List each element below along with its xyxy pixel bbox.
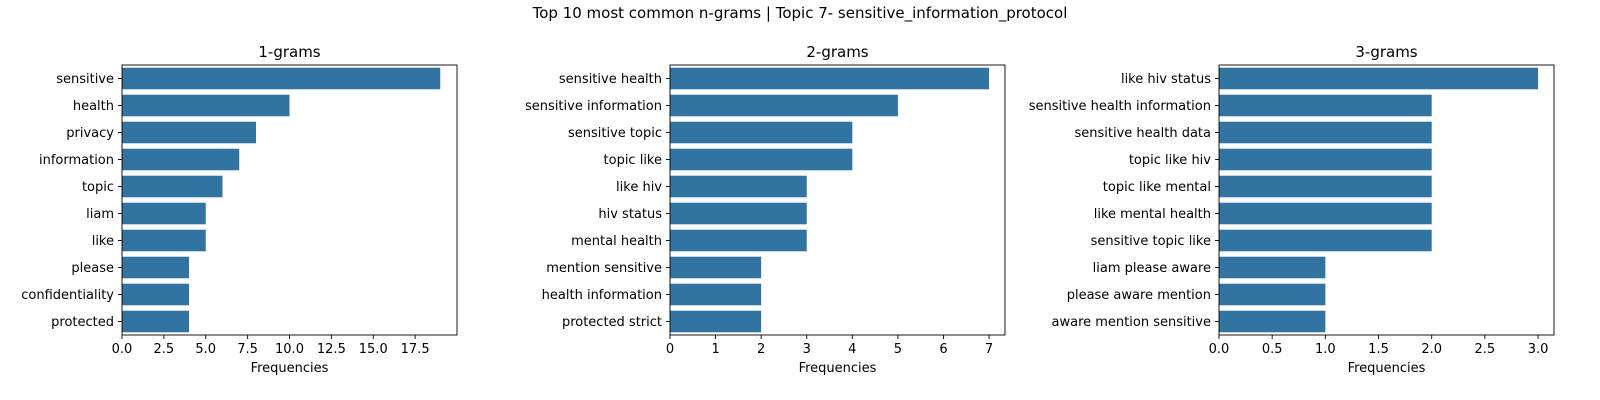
x-tick-label: 0.0 <box>112 342 133 357</box>
bar-1-7 <box>122 229 206 252</box>
y-tick-label: topic like <box>604 153 662 168</box>
x-tick-label: 5 <box>894 342 902 357</box>
bar-1-3 <box>122 121 256 144</box>
y-tick-label: sensitive health information <box>1029 99 1211 114</box>
y-tick-label: like hiv status <box>1121 72 1211 87</box>
axes-frame <box>669 64 1006 336</box>
x-tick-label: 17.5 <box>401 342 430 357</box>
bar-3-1 <box>1219 67 1539 90</box>
y-tick-label: sensitive health <box>559 72 662 87</box>
y-tick-label: liam <box>86 207 114 222</box>
y-tick-label: liam please aware <box>1093 261 1211 276</box>
chart-panel-2: sensitive health sensitive information sen… <box>525 43 1006 376</box>
bar-2-6 <box>670 202 807 225</box>
x-tick-label: 15.0 <box>359 342 388 357</box>
x-tick-label: 6 <box>939 342 947 357</box>
x-tick-label: 1.5 <box>1368 342 1389 357</box>
chart-panel-3: like hiv status sensitive health informat… <box>1029 43 1555 376</box>
bar-3-6 <box>1219 202 1432 225</box>
bar-2-9 <box>670 283 762 306</box>
bar-1-4 <box>122 148 240 171</box>
bar-2-4 <box>670 148 853 171</box>
x-tick-label: 3.0 <box>1528 342 1549 357</box>
bar-2-7 <box>670 229 807 252</box>
bar-1-10 <box>122 310 189 333</box>
y-tick-label: privacy <box>66 126 114 141</box>
bar-1-6 <box>122 202 206 225</box>
x-tick-label: 2.5 <box>154 342 175 357</box>
y-tick-label: aware mention sensitive <box>1052 315 1212 330</box>
y-tick-label: please aware mention <box>1067 288 1211 303</box>
bar-3-2 <box>1219 94 1432 117</box>
bar-3-5 <box>1219 175 1432 198</box>
bar-3-9 <box>1219 283 1326 306</box>
y-tick-label: sensitive topic like <box>1091 234 1211 249</box>
x-tick-label: 10.0 <box>275 342 304 357</box>
x-axis-label: Frequencies <box>799 361 877 376</box>
x-tick-label: 3 <box>803 342 811 357</box>
bar-3-7 <box>1219 229 1432 252</box>
y-tick-label: protected strict <box>562 315 662 330</box>
y-tick-label: health information <box>542 288 662 303</box>
bar-2-10 <box>670 310 762 333</box>
y-tick-label: information <box>39 153 114 168</box>
y-tick-label: topic like hiv <box>1129 153 1211 168</box>
y-tick-label: protected <box>51 315 114 330</box>
bar-3-10 <box>1219 310 1326 333</box>
bar-1-2 <box>122 94 290 117</box>
y-tick-label: topic <box>82 180 114 195</box>
y-tick-label: confidentiality <box>21 288 114 303</box>
bar-2-3 <box>670 121 853 144</box>
y-tick-label: health <box>73 99 114 114</box>
bar-3-8 <box>1219 256 1326 279</box>
bar-2-5 <box>670 175 807 198</box>
y-tick-label: mental health <box>571 234 662 249</box>
bar-1-8 <box>122 256 189 279</box>
y-tick-label: sensitive topic <box>568 126 662 141</box>
x-tick-label: 0 <box>666 342 674 357</box>
y-tick-label: like <box>92 234 114 249</box>
x-tick-label: 2.0 <box>1421 342 1442 357</box>
chart-title: 3-grams <box>1355 43 1417 61</box>
bar-1-9 <box>122 283 189 306</box>
y-tick-label: sensitive <box>56 72 114 87</box>
bar-1-5 <box>122 175 223 198</box>
x-tick-label: 4 <box>848 342 856 357</box>
chart-title: 2-grams <box>806 43 868 61</box>
x-tick-label: 1 <box>711 342 719 357</box>
bar-1-1 <box>122 67 441 90</box>
figure-title: Top 10 most common n-grams | Topic 7- se… <box>532 4 1068 22</box>
x-tick-label: 1.0 <box>1315 342 1336 357</box>
y-tick-label: sensitive information <box>525 99 662 114</box>
bar-2-2 <box>670 94 898 117</box>
x-tick-label: 0.0 <box>1209 342 1230 357</box>
y-tick-label: please <box>71 261 114 276</box>
bar-2-8 <box>670 256 762 279</box>
y-tick-label: sensitive health data <box>1075 126 1212 141</box>
bar-3-4 <box>1219 148 1432 171</box>
x-axis-label: Frequencies <box>251 361 329 376</box>
x-tick-label: 7.5 <box>237 342 258 357</box>
x-tick-label: 2 <box>757 342 765 357</box>
y-tick-label: like hiv <box>616 180 662 195</box>
y-tick-label: hiv status <box>598 207 662 222</box>
x-tick-label: 5.0 <box>195 342 216 357</box>
x-tick-label: 7 <box>985 342 993 357</box>
x-tick-label: 12.5 <box>317 342 346 357</box>
chart-panel-1: sensitive health privacy information topic li… <box>21 43 458 376</box>
axes-frame <box>1218 64 1555 336</box>
x-axis-label: Frequencies <box>1348 361 1426 376</box>
x-tick-label: 2.5 <box>1475 342 1496 357</box>
y-tick-label: mention sensitive <box>546 261 662 276</box>
chart-title: 1-grams <box>258 43 320 61</box>
bar-2-1 <box>670 67 990 90</box>
x-tick-label: 0.5 <box>1262 342 1283 357</box>
bar-3-3 <box>1219 121 1432 144</box>
y-tick-label: topic like mental <box>1103 180 1211 195</box>
y-tick-label: like mental health <box>1094 207 1211 222</box>
